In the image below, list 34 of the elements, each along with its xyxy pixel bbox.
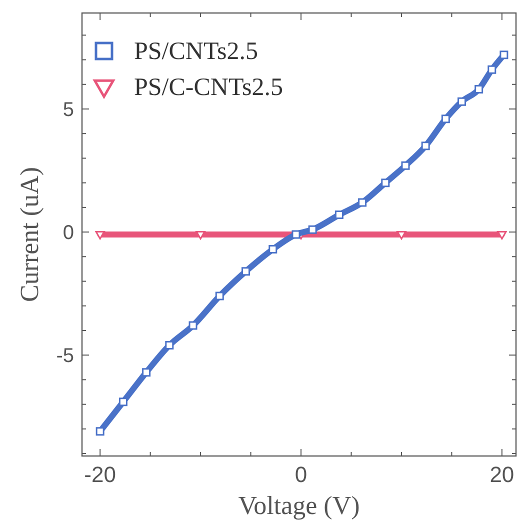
legend-label: PS/CNTs2.5 <box>134 38 258 65</box>
point <box>242 267 250 276</box>
point <box>292 230 300 239</box>
point <box>308 225 317 234</box>
y-axis-title: Current (uA) <box>15 166 44 302</box>
point <box>396 230 406 240</box>
point <box>358 198 367 207</box>
point <box>118 398 128 406</box>
point <box>497 230 507 240</box>
point <box>142 368 151 377</box>
x-axis-title: Voltage (V) <box>238 491 360 520</box>
point <box>165 341 174 350</box>
point <box>458 97 466 106</box>
point <box>421 142 430 150</box>
x-tick-label: 0 <box>294 462 308 487</box>
y-tick-label: 5 <box>62 98 74 121</box>
point <box>381 178 390 188</box>
point <box>500 50 508 60</box>
y-tick-label: 0 <box>62 222 74 244</box>
point <box>474 85 484 94</box>
x-tick-label: -20 <box>84 462 116 487</box>
point <box>215 292 224 300</box>
x-tick-label: 20 <box>490 462 514 487</box>
point <box>441 114 450 124</box>
point <box>401 161 410 170</box>
point <box>196 230 206 240</box>
y-tick-label: -5 <box>56 345 74 368</box>
point <box>96 427 104 436</box>
point <box>334 210 344 220</box>
point <box>95 230 105 240</box>
point <box>268 245 278 254</box>
point <box>188 321 198 330</box>
point <box>488 65 496 74</box>
legend-label: PS/C-CNTs2.5 <box>134 74 283 101</box>
